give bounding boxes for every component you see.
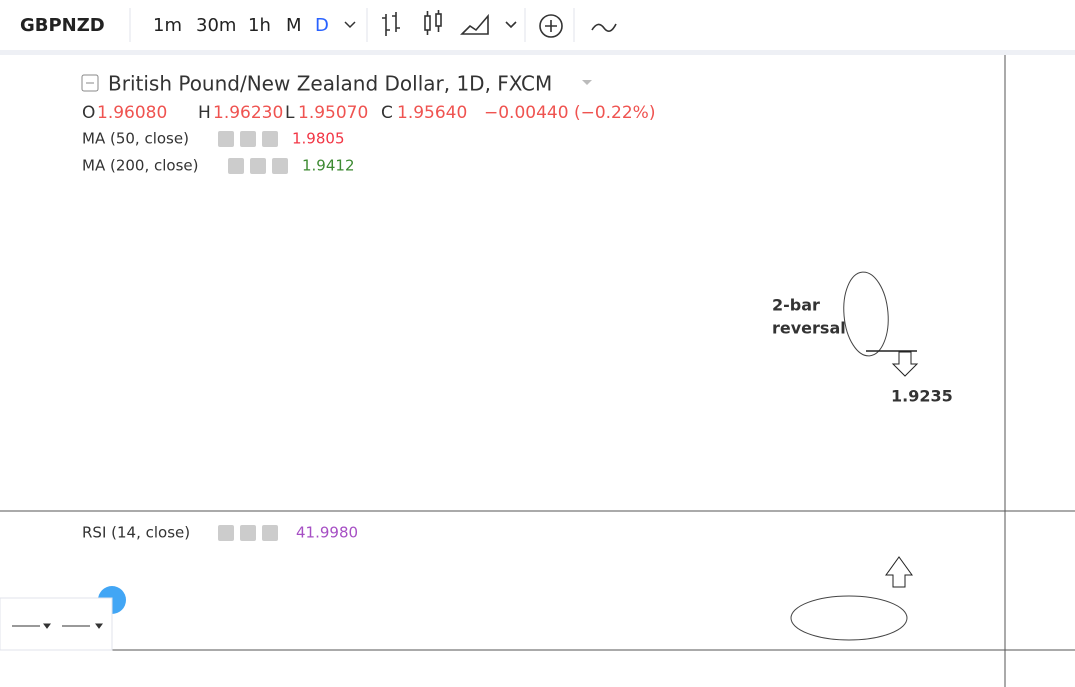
- interval[interactable]: 1m: [153, 15, 182, 36]
- close-label: C: [381, 103, 393, 123]
- annotation: 2-bar: [772, 296, 820, 315]
- annotation: 1.9235: [891, 387, 953, 406]
- ma200-label: MA (200, close): [82, 157, 198, 175]
- interval-active[interactable]: D: [315, 15, 329, 36]
- legend-buttons[interactable]: [218, 131, 288, 541]
- change-value: −0.00440 (−0.22%): [484, 103, 655, 123]
- down-arrow: [891, 351, 919, 377]
- close-value: 1.95640: [397, 103, 467, 123]
- symbol[interactable]: GBPNZD: [20, 15, 105, 36]
- bar-style-icon[interactable]: [382, 10, 517, 36]
- interval[interactable]: 30m: [196, 15, 236, 36]
- toolbar-divider: [0, 50, 1075, 55]
- up-arrow: [885, 556, 913, 588]
- annotation: reversal: [772, 319, 846, 338]
- line-style-selectors[interactable]: [12, 623, 103, 629]
- drawing-widget: [0, 597, 113, 651]
- ma50-label: MA (50, close): [82, 130, 189, 148]
- low-value: 1.95070: [298, 103, 368, 123]
- open-value: 1.96080: [97, 103, 167, 123]
- open-label: O: [82, 103, 95, 123]
- title-dropdown[interactable]: [582, 80, 592, 85]
- interval[interactable]: M: [286, 15, 302, 36]
- ma50-value: 1.9805: [292, 130, 345, 148]
- toolbar: [0, 0, 1075, 50]
- chart-title: British Pound/New Zealand Dollar, 1D, FX…: [108, 72, 552, 96]
- rsi-value: 41.9980: [296, 524, 358, 542]
- ma200-value: 1.9412: [302, 157, 355, 175]
- indicator-legend: MA (50, close) 1.9805 MA (200, close) 1.…: [82, 130, 358, 542]
- high-value: 1.96230: [213, 103, 283, 123]
- collapse-button[interactable]: [81, 74, 99, 92]
- high-label: H: [198, 103, 211, 123]
- interval[interactable]: 1h: [248, 15, 271, 36]
- rsi-label: RSI (14, close): [82, 524, 190, 542]
- rsi-ellipse: [790, 595, 908, 641]
- compare-icon[interactable]: [591, 23, 617, 32]
- low-label: L: [285, 103, 295, 123]
- ohlc-legend: O 1.96080 H 1.96230 L 1.95070 C 1.95640 …: [82, 103, 655, 123]
- indicators-icon[interactable]: [539, 14, 563, 38]
- highlight-ellipse: [843, 271, 889, 357]
- interval-dropdown[interactable]: [344, 21, 356, 29]
